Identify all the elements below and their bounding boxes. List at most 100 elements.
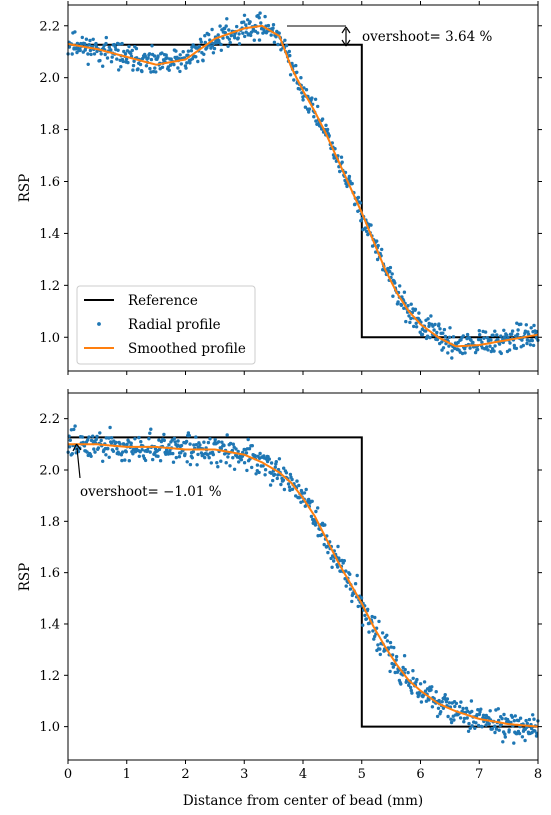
top-radial-profile-point	[488, 344, 492, 348]
bottom-radial-profile-point	[133, 437, 137, 441]
bottom-radial-profile-point	[411, 676, 415, 680]
top-smoothed-profile-line	[67, 24, 539, 348]
bottom-radial-profile-point	[284, 471, 289, 475]
bottom-radial-profile-point	[87, 435, 91, 439]
top-radial-profile-point	[469, 338, 473, 342]
bottom-radial-profile-point	[500, 716, 504, 721]
bottom-radial-profile-point	[473, 726, 477, 730]
top-radial-profile-point	[136, 67, 140, 71]
bottom-radial-profile-point	[297, 496, 301, 500]
bottom-radial-profile-point	[274, 460, 278, 464]
top-radial-profile-point	[375, 239, 379, 243]
bottom-radial-profile-point	[286, 482, 291, 486]
bottom-radial-profile-point	[176, 439, 180, 443]
bottom-radial-profile-point	[344, 569, 348, 573]
bottom-reference-line	[68, 436, 538, 728]
top-radial-profile-point	[94, 45, 99, 49]
top-radial-profile-point	[375, 257, 380, 262]
bottom-radial-profile-point	[157, 438, 161, 442]
bottom-radial-profile-point	[225, 433, 229, 437]
bottom-radial-profile-point	[378, 647, 382, 651]
bottom-radial-profile-point	[533, 729, 537, 733]
bottom-radial-profile-point	[348, 587, 353, 591]
top-radial-profile-point	[284, 43, 289, 48]
top-radial-profile-point	[249, 33, 253, 38]
top-radial-profile-point	[219, 48, 223, 52]
bottom-radial-profile-point	[269, 461, 274, 465]
top-radial-profile-point	[447, 335, 452, 339]
bottom-radial-profile-point	[213, 438, 217, 442]
bottom-radial-profile-point	[279, 482, 283, 487]
top-overshoot-annotation: overshoot= 3.64 %	[287, 25, 492, 47]
bottom-radial-profile-point	[92, 447, 96, 451]
top-radial-profile-point	[304, 88, 309, 92]
top-radial-profile-point	[338, 169, 342, 174]
top-radial-profile-point	[218, 24, 222, 28]
bottom-radial-profile-point	[469, 699, 474, 703]
top-radial-profile-point	[301, 98, 305, 102]
top-radial-profile-point	[153, 66, 157, 70]
bottom-radial-profile-point	[242, 461, 247, 465]
top-radial-profile-point	[266, 23, 271, 28]
bottom-radial-profile-point	[174, 455, 178, 460]
bottom-radial-profile-point	[157, 447, 162, 452]
bottom-radial-profile-point	[516, 718, 521, 723]
top-radial-profile-point	[149, 57, 154, 62]
top-radial-profile-point	[229, 33, 233, 38]
top-radial-profile-point	[184, 66, 188, 70]
bottom-radial-profile-point	[443, 693, 447, 697]
bottom-radial-profile-point	[195, 463, 199, 467]
bottom-radial-profile-point	[302, 491, 307, 495]
bottom-radial-profile-point	[364, 617, 369, 621]
bottom-radial-profile-point	[179, 451, 183, 455]
bottom-radial-profile-point	[85, 450, 89, 454]
top-radial-profile-point	[132, 59, 136, 63]
bottom-radial-profile-point	[287, 485, 292, 489]
top-ticks: 1.0 1.2 1.4 1.6 1.8 2.0 2.2	[39, 1, 542, 375]
top-plot-marks	[66, 11, 540, 360]
bottom-radial-profile-point	[510, 715, 515, 719]
top-radial-profile-point	[257, 38, 262, 42]
bottom-radial-profile-point	[171, 460, 176, 464]
bottom-radial-profile-point	[271, 478, 275, 483]
bottom-radial-profile-point	[474, 721, 478, 725]
bottom-radial-profile-point	[143, 458, 148, 463]
legend-swatch-radial-profile	[97, 322, 101, 326]
bottom-radial-profile-point	[194, 435, 198, 439]
bottom-radial-profile-point	[198, 443, 202, 447]
bottom-radial-profile-point	[299, 500, 303, 504]
top-radial-profile-point	[388, 265, 393, 270]
bottom-radial-profile-point	[464, 706, 469, 710]
bottom-radial-profile-point	[325, 544, 330, 548]
bottom-radial-profile-point	[104, 436, 109, 440]
bottom-radial-profile-point	[467, 721, 471, 726]
bottom-radial-profile-point	[255, 463, 260, 467]
top-radial-profile-point	[359, 219, 363, 223]
top-radial-profile-point	[427, 324, 431, 328]
top-radial-profile-point	[407, 314, 411, 318]
top-radial-profile-point	[94, 41, 98, 46]
bottom-radial-profile-point	[336, 544, 340, 549]
bottom-radial-profile-point	[207, 456, 211, 460]
bottom-radial-profile-point	[502, 712, 506, 717]
top-radial-profile-point	[448, 326, 452, 330]
top-radial-profile-point	[521, 343, 525, 348]
bottom-panel: 0 1 2 3 4 5 6 7 8 1.0 1.2 1.4 1.6 1.8 2.0 2.2 RSP Dista…	[17, 389, 542, 809]
bottom-radial-profile-point	[343, 577, 347, 581]
top-radial-profile-point	[463, 351, 467, 355]
bottom-radial-profile-point	[140, 448, 144, 452]
top-radial-profile-point	[314, 119, 318, 123]
top-radial-profile-point	[70, 52, 74, 56]
top-radial-profile-point	[160, 51, 164, 55]
top-radial-profile-point	[440, 340, 444, 344]
bottom-radial-profile-point	[282, 466, 286, 470]
top-radial-profile-point	[233, 36, 237, 40]
bottom-radial-profile-point	[449, 717, 453, 721]
bottom-radial-profile-point	[184, 439, 189, 444]
bottom-radial-profile-point	[370, 614, 374, 619]
bottom-radial-profile-point	[380, 631, 385, 635]
top-radial-profile-point	[148, 66, 152, 71]
bottom-radial-profile-point	[111, 449, 116, 453]
top-radial-profile-point	[450, 349, 454, 353]
top-radial-profile-point	[531, 343, 536, 348]
